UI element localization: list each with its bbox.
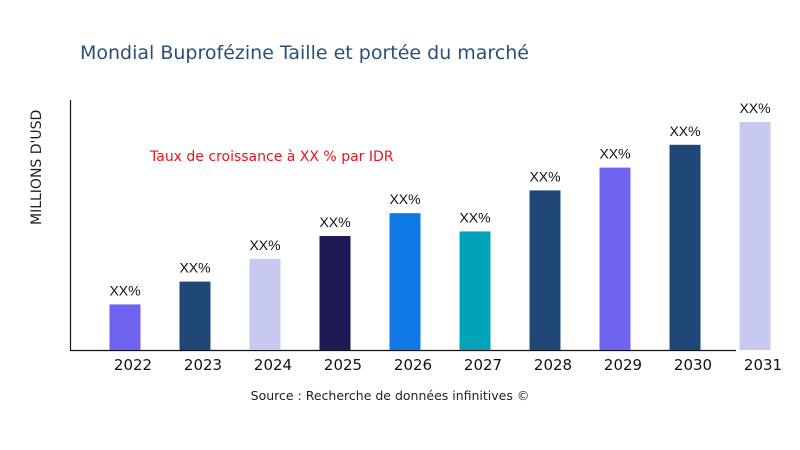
- x-tick-label-2027: 2027: [464, 356, 502, 374]
- bar-2022: [109, 304, 141, 350]
- growth-annotation: Taux de croissance à XX % par IDR: [149, 149, 394, 165]
- bar-2030: [669, 144, 701, 350]
- data-label-2030: XX%: [669, 123, 700, 139]
- y-axis-label: MILLIONS D'USD: [29, 110, 45, 225]
- bar-2023: [179, 281, 211, 350]
- data-label-2024: XX%: [249, 237, 280, 253]
- data-label-2023: XX%: [179, 260, 210, 276]
- x-tick-label-2022: 2022: [114, 356, 152, 374]
- bar-2031: [739, 122, 771, 350]
- data-label-2025: XX%: [319, 214, 350, 230]
- data-label-2027: XX%: [459, 209, 490, 225]
- data-label-2022: XX%: [109, 282, 140, 298]
- bar-2028: [529, 190, 561, 350]
- bar-2029: [599, 167, 631, 350]
- chart-title: Mondial Buprofézine Taille et portée du …: [80, 42, 529, 64]
- data-label-2028: XX%: [529, 168, 560, 184]
- bar-2025: [319, 236, 351, 350]
- x-tick-label-2025: 2025: [324, 356, 362, 374]
- x-tick-label-2026: 2026: [394, 356, 432, 374]
- x-tick-label-2028: 2028: [534, 356, 572, 374]
- bar-2027: [459, 231, 491, 350]
- bar-2026: [389, 213, 421, 350]
- x-tick-label-2024: 2024: [254, 356, 292, 374]
- x-tick-label-2030: 2030: [674, 356, 712, 374]
- x-tick-label-2031: 2031: [744, 356, 782, 374]
- data-label-2031: XX%: [739, 100, 770, 116]
- data-label-2029: XX%: [599, 146, 630, 162]
- data-label-2026: XX%: [389, 191, 420, 207]
- x-tick-label-2029: 2029: [604, 356, 642, 374]
- source-note: Source : Recherche de données infinitive…: [251, 388, 530, 403]
- x-tick-label-2023: 2023: [184, 356, 222, 374]
- bar-2024: [249, 258, 281, 350]
